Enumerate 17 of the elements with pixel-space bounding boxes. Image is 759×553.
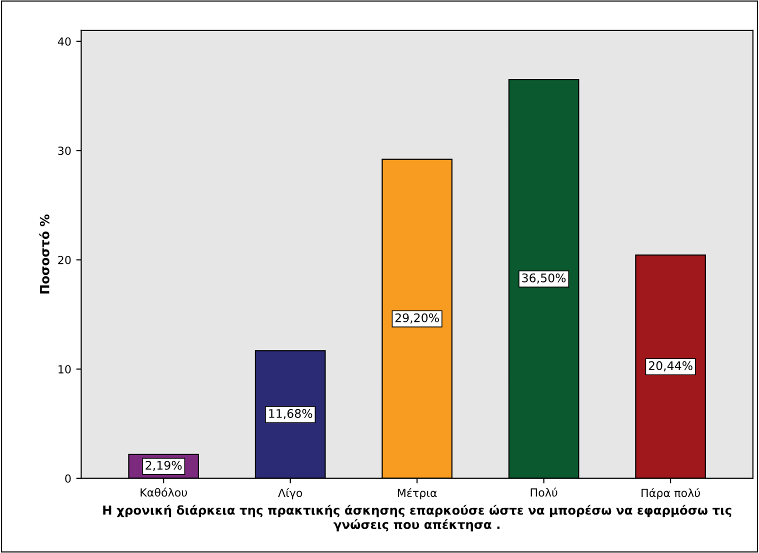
- x-tick-label: Πολύ: [530, 488, 558, 497]
- y-tick-label: 30: [58, 146, 71, 155]
- y-axis-title: Ποσοστό %: [39, 214, 50, 294]
- x-tick-label: Μέτρια: [398, 488, 437, 500]
- data-label: 29,20%: [395, 313, 439, 324]
- y-tick-label: 0: [65, 474, 71, 483]
- data-label: 2,19%: [146, 460, 182, 472]
- y-tick-label: 10: [58, 365, 71, 374]
- x-tick-label: Πάρα πολύ: [642, 488, 700, 500]
- data-label: 11,68%: [269, 409, 312, 420]
- y-tick-label: 20: [58, 256, 71, 264]
- data-label: 36,50%: [522, 273, 566, 284]
- x-axis-title: Η χρονική διάρκεια της πρακτικής άσκησης επαρκούσε ώστε να μπορέσω να εφαρμόσω τις γνώσεις που απέκτησα .: [103, 504, 732, 532]
- y-tick-label: 40: [58, 37, 71, 46]
- x-tick-label: Λίγο: [278, 488, 302, 500]
- x-tick-label: Καθόλου: [140, 488, 187, 497]
- data-label: 20,44%: [648, 361, 692, 372]
